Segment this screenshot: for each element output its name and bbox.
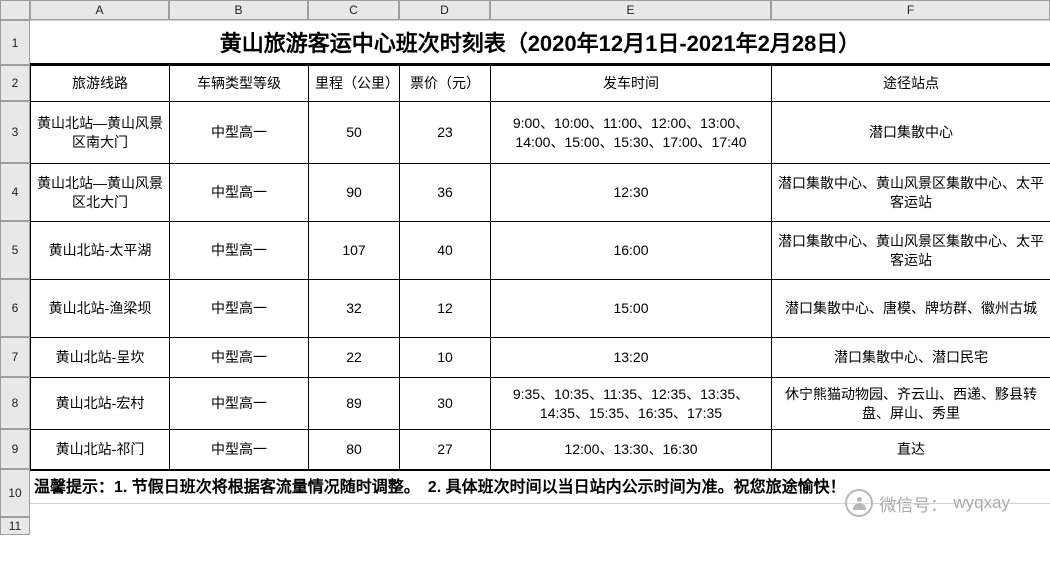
row-header-4[interactable]: 4 <box>0 163 30 221</box>
table-row[interactable]: 黄山北站-渔梁坝中型高一321215:00潜口集散中心、唐模、牌坊群、徽州古城 <box>31 280 1050 338</box>
col-distance[interactable]: 里程（公里） <box>309 66 400 102</box>
cell-price[interactable]: 40 <box>400 222 491 280</box>
cell-price[interactable]: 12 <box>400 280 491 338</box>
cell-route[interactable]: 黄山北站-呈坎 <box>31 338 170 378</box>
row-header-6[interactable]: 6 <box>0 279 30 337</box>
spreadsheet-grid: A B C D E F 1 黄山旅游客运中心班次时刻表（2020年12月1日-2… <box>0 0 1050 535</box>
col-header-E[interactable]: E <box>490 0 771 20</box>
col-vehicle[interactable]: 车辆类型等级 <box>170 66 309 102</box>
row-header-5[interactable]: 5 <box>0 221 30 279</box>
cell-stops[interactable]: 潜口集散中心、黄山风景区集散中心、太平客运站 <box>772 222 1050 280</box>
cell-distance[interactable]: 80 <box>309 430 400 470</box>
cell-departure[interactable]: 12:30 <box>491 164 772 222</box>
cell-distance[interactable]: 22 <box>309 338 400 378</box>
cell-stops[interactable]: 潜口集散中心、唐模、牌坊群、徽州古城 <box>772 280 1050 338</box>
col-route[interactable]: 旅游线路 <box>31 66 170 102</box>
col-header-B[interactable]: B <box>169 0 308 20</box>
cell-vehicle[interactable]: 中型高一 <box>170 102 309 164</box>
cell-distance[interactable]: 89 <box>309 378 400 430</box>
cell-price[interactable]: 27 <box>400 430 491 470</box>
row-header-3[interactable]: 3 <box>0 101 30 163</box>
row-header-8[interactable]: 8 <box>0 377 30 429</box>
row-header-10[interactable]: 10 <box>0 469 30 517</box>
cell-vehicle[interactable]: 中型高一 <box>170 430 309 470</box>
table-header-row: 旅游线路 车辆类型等级 里程（公里） 票价（元） 发车时间 途径站点 <box>31 66 1050 102</box>
cell-departure[interactable]: 15:00 <box>491 280 772 338</box>
cell-stops[interactable]: 直达 <box>772 430 1050 470</box>
table-row[interactable]: 黄山北站-宏村中型高一89309:35、10:35、11:35、12:35、13… <box>31 378 1050 430</box>
cell-distance[interactable]: 50 <box>309 102 400 164</box>
cell-distance[interactable]: 90 <box>309 164 400 222</box>
table-row[interactable]: 黄山北站-太平湖中型高一1074016:00潜口集散中心、黄山风景区集散中心、太… <box>31 222 1050 280</box>
cell-route[interactable]: 黄山北站—黄山风景区南大门 <box>31 102 170 164</box>
col-departure[interactable]: 发车时间 <box>491 66 772 102</box>
cell-route[interactable]: 黄山北站-宏村 <box>31 378 170 430</box>
select-all-corner[interactable] <box>0 0 30 20</box>
row-header-1[interactable]: 1 <box>0 20 30 65</box>
table-row[interactable]: 黄山北站-呈坎中型高一221013:20潜口集散中心、潜口民宅 <box>31 338 1050 378</box>
cell-stops[interactable]: 潜口集散中心、潜口民宅 <box>772 338 1050 378</box>
cell-departure[interactable]: 9:35、10:35、11:35、12:35、13:35、14:35、15:35… <box>491 378 772 430</box>
col-header-C[interactable]: C <box>308 0 399 20</box>
row-header-11[interactable]: 11 <box>0 517 30 535</box>
cell-departure[interactable]: 16:00 <box>491 222 772 280</box>
cell-departure[interactable]: 13:20 <box>491 338 772 378</box>
cell-vehicle[interactable]: 中型高一 <box>170 164 309 222</box>
cell-price[interactable]: 36 <box>400 164 491 222</box>
row-header-7[interactable]: 7 <box>0 337 30 377</box>
cell-price[interactable]: 30 <box>400 378 491 430</box>
table-row[interactable]: 黄山北站—黄山风景区北大门中型高一903612:30潜口集散中心、黄山风景区集散… <box>31 164 1050 222</box>
cell-vehicle[interactable]: 中型高一 <box>170 280 309 338</box>
cell-price[interactable]: 10 <box>400 338 491 378</box>
footer-note: 温馨提示：1. 节假日班次将根据客流量情况随时调整。 2. 具体班次时间以当日站… <box>30 470 1050 503</box>
cell-departure[interactable]: 12:00、13:30、16:30 <box>491 430 772 470</box>
cell-route[interactable]: 黄山北站-渔梁坝 <box>31 280 170 338</box>
cell-vehicle[interactable]: 中型高一 <box>170 222 309 280</box>
row-header-2[interactable]: 2 <box>0 65 30 101</box>
cell-price[interactable]: 23 <box>400 102 491 164</box>
cell-route[interactable]: 黄山北站—黄山风景区北大门 <box>31 164 170 222</box>
col-header-A[interactable]: A <box>30 0 169 20</box>
cell-stops[interactable]: 潜口集散中心 <box>772 102 1050 164</box>
cell-route[interactable]: 黄山北站-太平湖 <box>31 222 170 280</box>
cell-stops[interactable]: 休宁熊猫动物园、齐云山、西递、黟县转盘、屏山、秀里 <box>772 378 1050 430</box>
col-header-F[interactable]: F <box>771 0 1050 20</box>
content-wrap: 黄山旅游客运中心班次时刻表（2020年12月1日-2021年2月28日） 旅游线… <box>30 20 1050 504</box>
cell-vehicle[interactable]: 中型高一 <box>170 338 309 378</box>
table-row[interactable]: 黄山北站—黄山风景区南大门中型高一50239:00、10:00、11:00、12… <box>31 102 1050 164</box>
schedule-table: 旅游线路 车辆类型等级 里程（公里） 票价（元） 发车时间 途径站点 黄山北站—… <box>30 65 1050 470</box>
col-stops[interactable]: 途径站点 <box>772 66 1050 102</box>
table-row[interactable]: 黄山北站-祁门中型高一802712:00、13:30、16:30直达 <box>31 430 1050 470</box>
col-header-D[interactable]: D <box>399 0 490 20</box>
col-price[interactable]: 票价（元） <box>400 66 491 102</box>
cell-departure[interactable]: 9:00、10:00、11:00、12:00、13:00、14:00、15:00… <box>491 102 772 164</box>
page-title: 黄山旅游客运中心班次时刻表（2020年12月1日-2021年2月28日） <box>30 20 1050 65</box>
cell-route[interactable]: 黄山北站-祁门 <box>31 430 170 470</box>
cell-vehicle[interactable]: 中型高一 <box>170 378 309 430</box>
cell-distance[interactable]: 107 <box>309 222 400 280</box>
cell-distance[interactable]: 32 <box>309 280 400 338</box>
cell-stops[interactable]: 潜口集散中心、黄山风景区集散中心、太平客运站 <box>772 164 1050 222</box>
row-header-9[interactable]: 9 <box>0 429 30 469</box>
